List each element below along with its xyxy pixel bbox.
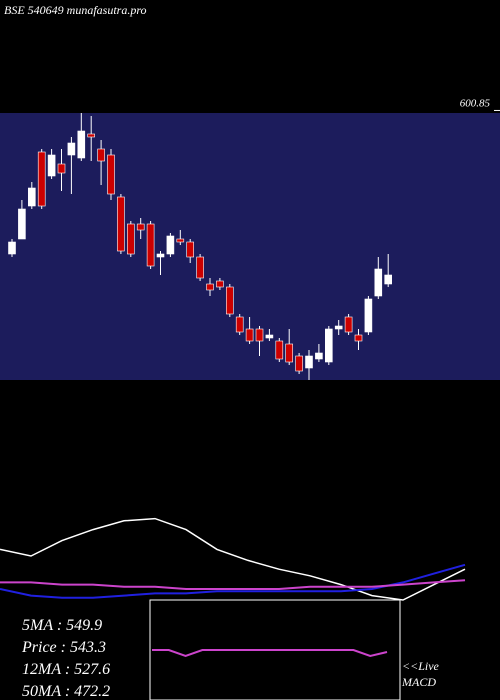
candle-body [146, 223, 155, 267]
indicator-line [0, 517, 466, 601]
candle-body [136, 223, 145, 231]
stat-label: 5MA : 549.9 [22, 617, 102, 634]
candle-body [374, 268, 383, 297]
candle-body [305, 355, 313, 369]
y-tick-label: 600.85 [460, 97, 491, 109]
candle-body [226, 286, 234, 315]
candle-body [8, 241, 16, 255]
candle-body [285, 343, 294, 363]
candle-body [275, 340, 284, 360]
candle-body [166, 235, 175, 255]
candle-body [117, 196, 125, 252]
indicator-line [0, 579, 466, 590]
candle-body [354, 334, 363, 342]
candle-body [255, 328, 264, 342]
stat-label: Price : 543.3 [21, 639, 106, 656]
candle-body [18, 208, 26, 240]
macd-label: MACD [401, 675, 436, 689]
candle-body [47, 154, 56, 177]
candle-body [196, 256, 204, 279]
live-label: <<Live [402, 659, 440, 673]
candle-body [27, 187, 36, 207]
candle-body [206, 283, 214, 291]
candle-body [176, 238, 185, 243]
candle-body [97, 148, 105, 162]
candle-body [57, 163, 66, 174]
candle-body [156, 253, 165, 258]
candle-body [324, 328, 333, 363]
chart-title: BSE 540649 munafasutra.pro [4, 3, 147, 17]
candle-body [87, 133, 95, 138]
candle-body [186, 241, 194, 258]
candle-body [216, 280, 224, 288]
candle-body [235, 316, 244, 333]
candle-body [334, 325, 343, 330]
candle-body [245, 328, 254, 342]
candle-body [315, 352, 323, 360]
candle-body [107, 154, 115, 195]
candle-body [384, 274, 393, 285]
candle-body [295, 355, 303, 372]
candle-body [265, 334, 274, 339]
macd-line [152, 649, 388, 658]
candle-body [127, 223, 135, 255]
stat-label: 50MA : 472.2 [22, 683, 110, 700]
candle-body [77, 130, 86, 159]
stat-label: 12MA : 527.6 [22, 661, 110, 678]
candle-body [37, 151, 46, 207]
candle-body [364, 298, 373, 333]
candle-body [67, 142, 76, 156]
candle-body [344, 316, 353, 333]
